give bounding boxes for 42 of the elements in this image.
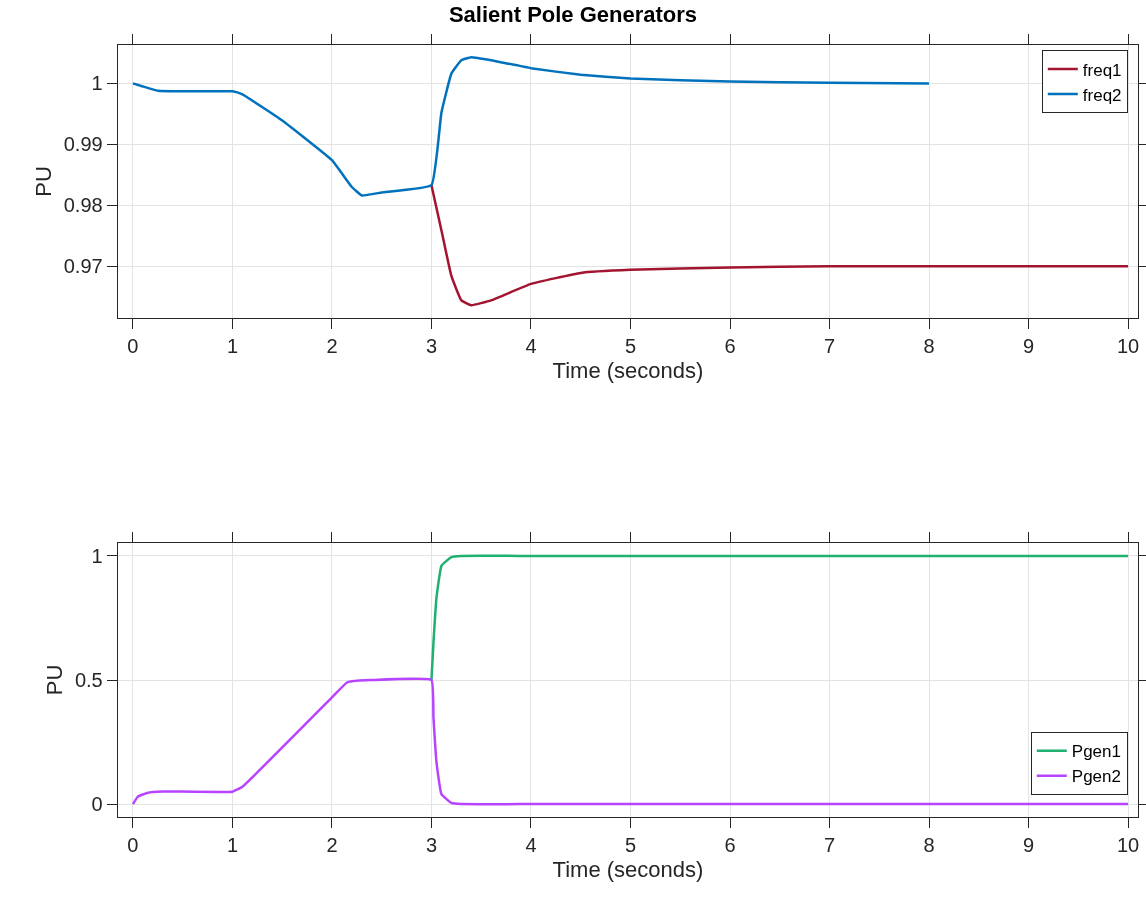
line-series bbox=[131, 677, 1130, 806]
x-tick-label: 0 bbox=[127, 834, 139, 857]
chart-title: Salient Pole Generators bbox=[448, 2, 698, 27]
x-tick-label: 3 bbox=[425, 335, 438, 358]
line-series bbox=[430, 183, 1130, 307]
x-axis-title: Time (seconds) bbox=[552, 358, 704, 384]
x-tick-label: 9 bbox=[1022, 834, 1035, 857]
legend-label: Pgen2 bbox=[1071, 767, 1121, 787]
x-tick-label: 7 bbox=[823, 335, 836, 358]
x-tick-label: 7 bbox=[823, 834, 836, 857]
y-tick-label: 1 bbox=[91, 72, 103, 95]
y-tick-label: 0.98 bbox=[63, 194, 103, 217]
x-tick-label: 1 bbox=[226, 335, 238, 358]
x-tick-label: 5 bbox=[624, 834, 637, 857]
line-series bbox=[430, 554, 1130, 682]
x-tick-label: 6 bbox=[724, 834, 736, 857]
y-tick-label: 0.97 bbox=[63, 255, 103, 278]
x-tick-label: 0 bbox=[127, 335, 139, 358]
x-tick-label: 6 bbox=[724, 335, 736, 358]
legend-label: freq2 bbox=[1082, 85, 1122, 105]
x-axis-title: Time (seconds) bbox=[552, 857, 704, 883]
x-tick-label: 4 bbox=[525, 834, 537, 857]
y-axis-title: PU bbox=[30, 166, 56, 197]
x-tick-label: 2 bbox=[326, 834, 338, 857]
x-tick-label: 10 bbox=[1116, 335, 1140, 358]
x-tick-label: 10 bbox=[1116, 834, 1140, 857]
line-series bbox=[131, 55, 931, 197]
y-axis-title: PU bbox=[41, 664, 67, 696]
x-tick-label: 8 bbox=[923, 335, 935, 358]
x-tick-label: 2 bbox=[326, 335, 338, 358]
y-tick-label: 0.99 bbox=[63, 133, 103, 156]
x-tick-label: 1 bbox=[226, 834, 238, 857]
y-tick-label: 1 bbox=[91, 544, 103, 567]
y-tick-label: 0 bbox=[91, 793, 103, 816]
x-tick-label: 9 bbox=[1022, 335, 1035, 358]
x-tick-label: 3 bbox=[425, 834, 438, 857]
legend-label: freq1 bbox=[1082, 60, 1122, 80]
x-tick-label: 8 bbox=[923, 834, 935, 857]
x-tick-label: 4 bbox=[525, 335, 537, 358]
legend-label: Pgen1 bbox=[1071, 742, 1121, 762]
y-tick-label: 0.5 bbox=[74, 669, 103, 691]
x-tick-label: 5 bbox=[624, 335, 637, 358]
